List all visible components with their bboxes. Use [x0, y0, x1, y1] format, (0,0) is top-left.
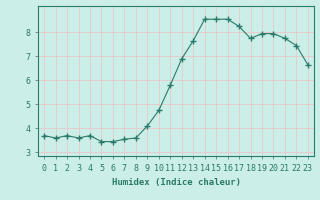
X-axis label: Humidex (Indice chaleur): Humidex (Indice chaleur): [111, 178, 241, 187]
